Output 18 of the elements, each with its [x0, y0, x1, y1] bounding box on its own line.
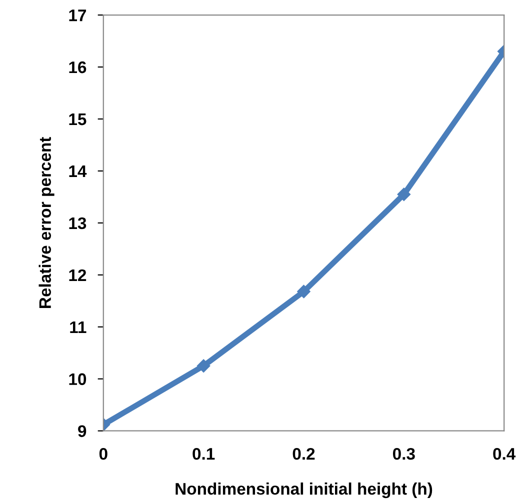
y-axis-title: Relative error percent [38, 136, 54, 308]
x-tick-label: 0 [99, 448, 108, 460]
y-tick-label: 15 [69, 114, 86, 126]
y-tick-label: 11 [70, 321, 86, 333]
x-tick-label: 0.4 [493, 448, 516, 460]
y-tick-label: 13 [69, 217, 86, 230]
y-tick-label: 17 [69, 10, 86, 22]
x-axis-title: Nondimensional initial height (h) [176, 482, 432, 498]
y-tick-label: 12 [69, 269, 86, 281]
y-tick-label: 10 [69, 373, 86, 386]
y-tick-label: 16 [69, 61, 86, 74]
x-tick-label: 0.1 [192, 448, 215, 460]
y-tick-label: 9 [78, 425, 86, 438]
x-tick-label: 0.2 [292, 448, 315, 460]
point [397, 188, 410, 201]
x-tick-label: 0.3 [392, 448, 415, 460]
y-tick-label: 14 [69, 166, 87, 178]
point [297, 284, 310, 298]
